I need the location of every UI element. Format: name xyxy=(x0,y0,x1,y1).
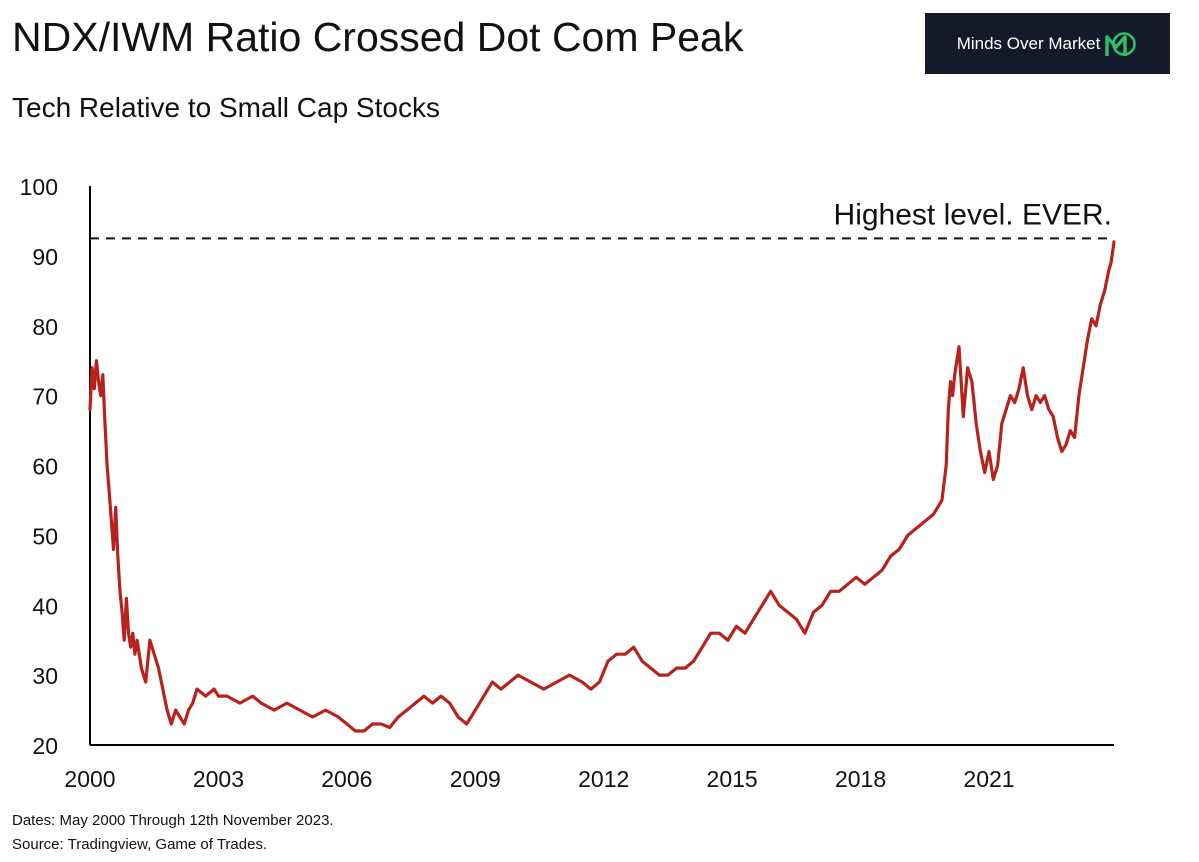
y-tick-label: 40 xyxy=(32,593,58,619)
reference-line-label: Highest level. EVER. xyxy=(834,198,1112,231)
source-note: Source: Tradingview, Game of Trades. xyxy=(12,836,268,853)
y-tick-label: 90 xyxy=(32,244,58,270)
x-tick-label: 2003 xyxy=(193,766,244,792)
logo-text: Minds Over Market xyxy=(956,33,1101,53)
y-tick-label: 80 xyxy=(32,314,58,340)
y-tick-label: 100 xyxy=(20,174,58,200)
page-subtitle: Tech Relative to Small Cap Stocks xyxy=(12,92,440,123)
logo-badge: Minds Over Market xyxy=(925,13,1170,74)
series-line xyxy=(88,240,1116,733)
page-title: NDX/IWM Ratio Crossed Dot Com Peak xyxy=(12,14,744,60)
y-tick-label: 60 xyxy=(32,454,58,480)
x-tick-label: 2006 xyxy=(321,766,372,792)
x-tick-label: 2021 xyxy=(963,766,1014,792)
x-tick-label: 2012 xyxy=(578,766,629,792)
x-tick-label: 2009 xyxy=(450,766,501,792)
y-tick-label: 20 xyxy=(32,733,58,759)
dates-note: Dates: May 2000 Through 12th November 20… xyxy=(12,812,334,829)
y-tick-label: 50 xyxy=(32,523,58,549)
x-tick-label: 2015 xyxy=(707,766,758,792)
mom-logo-icon xyxy=(1105,31,1137,56)
x-tick-label: 2000 xyxy=(64,766,115,792)
y-tick-label: 30 xyxy=(32,663,58,689)
x-tick-label: 2018 xyxy=(835,766,886,792)
y-tick-label: 70 xyxy=(32,384,58,410)
